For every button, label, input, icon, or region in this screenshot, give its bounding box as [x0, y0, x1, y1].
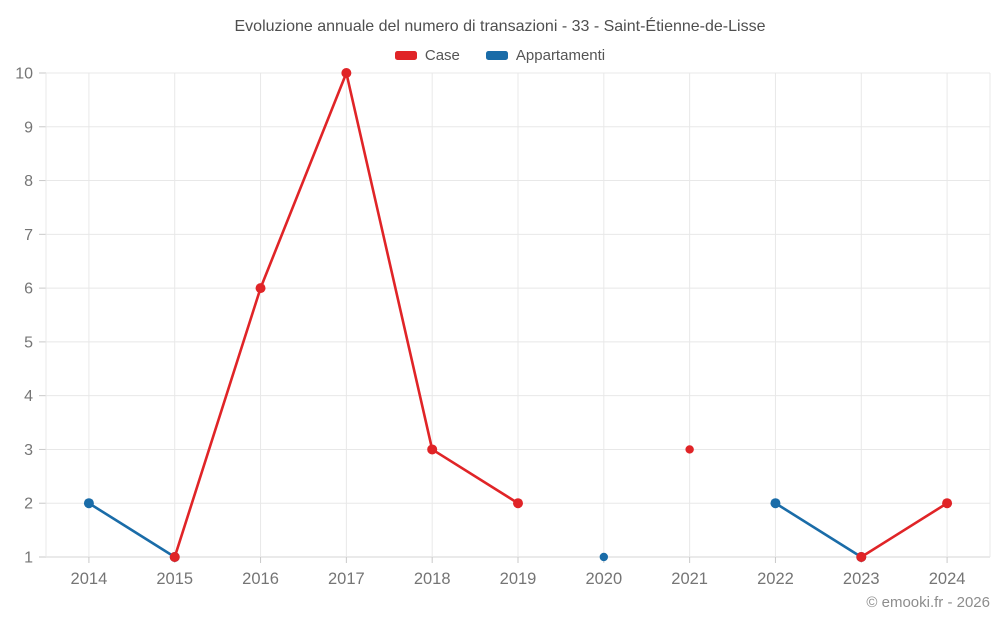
- series-line-appartamenti: [87, 501, 177, 559]
- data-point-case-2023: [856, 552, 867, 562]
- data-point-appartamenti-2020: [599, 552, 609, 562]
- x-axis-tick-label: 2020: [585, 570, 622, 588]
- x-axis-tick-label: 2016: [242, 570, 279, 588]
- x-axis-tick-label: 2014: [71, 570, 108, 588]
- data-point-case-2015: [169, 552, 180, 562]
- y-axis-tick-label: 10: [15, 66, 33, 83]
- y-axis-tick-label: 4: [24, 388, 33, 405]
- data-point-appartamenti-2022: [770, 498, 781, 509]
- y-axis-tick-label: 5: [24, 334, 33, 351]
- data-point-case-2018: [427, 444, 438, 455]
- case-series-swatch-icon: [394, 51, 417, 60]
- x-axis-tick-label: 2023: [843, 570, 880, 588]
- y-axis-tick-label: 3: [24, 442, 33, 459]
- series-case: [169, 68, 953, 562]
- x-axis-tick-label: 2022: [757, 570, 794, 588]
- data-point-case-2024: [942, 498, 953, 509]
- x-axis-tick-label: 2018: [414, 570, 451, 588]
- data-point-case-2021: [685, 445, 694, 454]
- y-axis-tick-label: 1: [24, 550, 33, 567]
- data-point-case-2019: [513, 498, 523, 509]
- appartamenti-series-swatch-icon: [485, 51, 508, 60]
- series-line-appartamenti: [774, 501, 863, 559]
- data-point-case-2016: [255, 283, 266, 294]
- legend-item-case[interactable]: Case: [394, 47, 460, 64]
- series-appartamenti: [83, 498, 867, 562]
- y-axis-tick-label: 6: [24, 281, 33, 298]
- data-point-case-2017: [341, 68, 352, 78]
- x-axis-tick-label: 2015: [156, 570, 193, 588]
- chart-legend: Case Appartamenti: [0, 47, 1000, 64]
- x-axis-tick-label: 2021: [671, 570, 708, 588]
- y-axis-tick-label: 2: [24, 496, 33, 513]
- legend-label-case: Case: [424, 47, 460, 64]
- y-axis-tick-label: 8: [24, 173, 33, 190]
- x-axis-tick-label: 2019: [500, 570, 537, 588]
- chart-title: Evoluzione annuale del numero di transaz…: [234, 18, 766, 35]
- data-point-appartamenti-2014: [83, 498, 94, 509]
- legend-label-appartamenti: Appartamenti: [515, 47, 606, 64]
- x-axis-tick-label: 2024: [929, 570, 966, 588]
- y-axis-tick-label: 7: [24, 227, 33, 244]
- y-axis-tick-label: 9: [24, 119, 33, 136]
- series-line-case: [859, 501, 949, 559]
- copyright-credit: © emooki.fr - 2026: [866, 594, 990, 611]
- legend-item-appartamenti[interactable]: Appartamenti: [485, 47, 606, 64]
- x-axis-tick-label: 2017: [328, 570, 365, 588]
